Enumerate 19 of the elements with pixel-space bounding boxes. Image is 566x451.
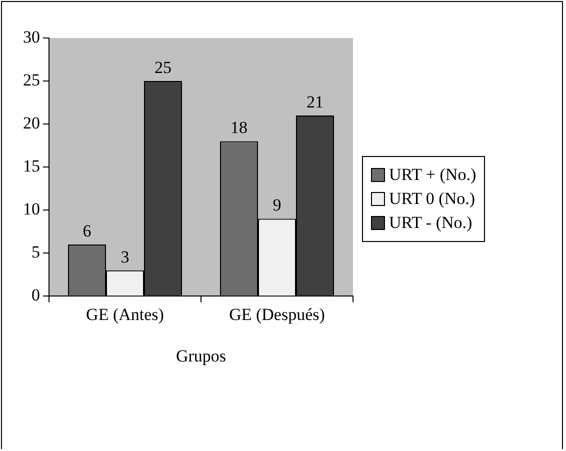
data-label: 25 xyxy=(154,58,172,77)
legend-label: URT 0 (No.) xyxy=(389,188,476,210)
y-tick-label: 30 xyxy=(23,27,40,46)
y-tick-label: 15 xyxy=(23,156,40,176)
y-tick-label: 0 xyxy=(32,286,40,305)
data-label: 3 xyxy=(120,247,130,266)
x-tick-label: GE (Después) xyxy=(229,304,325,324)
legend-label: URT + (No.) xyxy=(389,164,476,186)
data-label: 21 xyxy=(306,92,324,112)
y-tick-label: 20 xyxy=(23,114,40,133)
y-tick-label: 25 xyxy=(23,70,40,90)
x-tick-label: GE (Antes) xyxy=(86,304,164,324)
legend-label: URT - (No.) xyxy=(389,212,472,234)
data-label: 18 xyxy=(230,118,248,138)
data-label: 9 xyxy=(272,196,282,215)
y-tick-label: 5 xyxy=(32,242,40,262)
y-tick-label: 10 xyxy=(23,200,40,219)
x-axis-title: Grupos xyxy=(176,346,226,366)
data-label: 6 xyxy=(82,222,92,241)
